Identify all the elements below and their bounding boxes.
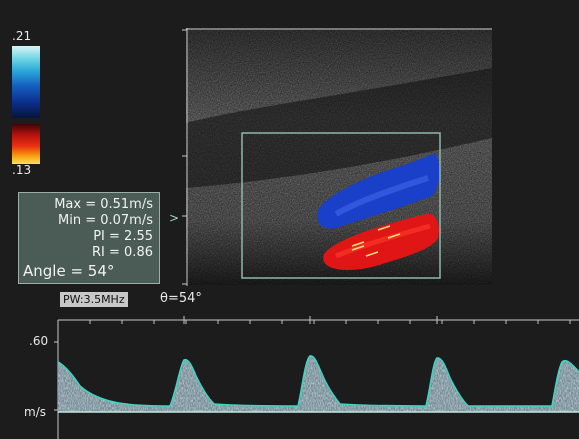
velocity-unit-label: m/s xyxy=(24,405,46,419)
colorbar-red-segment xyxy=(12,124,40,164)
max-velocity: Max = 0.51m/s xyxy=(54,197,153,212)
depth-axis xyxy=(182,28,188,286)
insonation-angle-label: θ=54° xyxy=(160,291,202,306)
pulsatility-index: PI = 2.55 xyxy=(93,229,153,244)
resistive-index: RI = 0.86 xyxy=(92,245,153,260)
spectral-doppler-trace xyxy=(54,316,579,439)
color-velocity-bar xyxy=(12,46,40,164)
color-roi-box[interactable] xyxy=(241,132,441,279)
angle-readout: Angle = 54° xyxy=(23,262,115,280)
colorbar-blue-segment xyxy=(12,46,40,118)
sample-volume-marker: > xyxy=(169,211,180,225)
velocity-scale-top-label: .60 xyxy=(29,334,49,348)
colorbar-bottom-label: .13 xyxy=(12,163,32,177)
measurement-panel: Max = 0.51m/s Min = 0.07m/s PI = 2.55 RI… xyxy=(18,192,160,284)
vein-flow-region xyxy=(317,153,440,229)
min-velocity: Min = 0.07m/s xyxy=(58,213,153,228)
artery-flow-region xyxy=(323,213,439,270)
colorbar-top-label: .21 xyxy=(12,29,32,43)
bmode-image xyxy=(186,28,492,285)
pw-frequency-label: PW:3.5MHz xyxy=(60,292,128,307)
